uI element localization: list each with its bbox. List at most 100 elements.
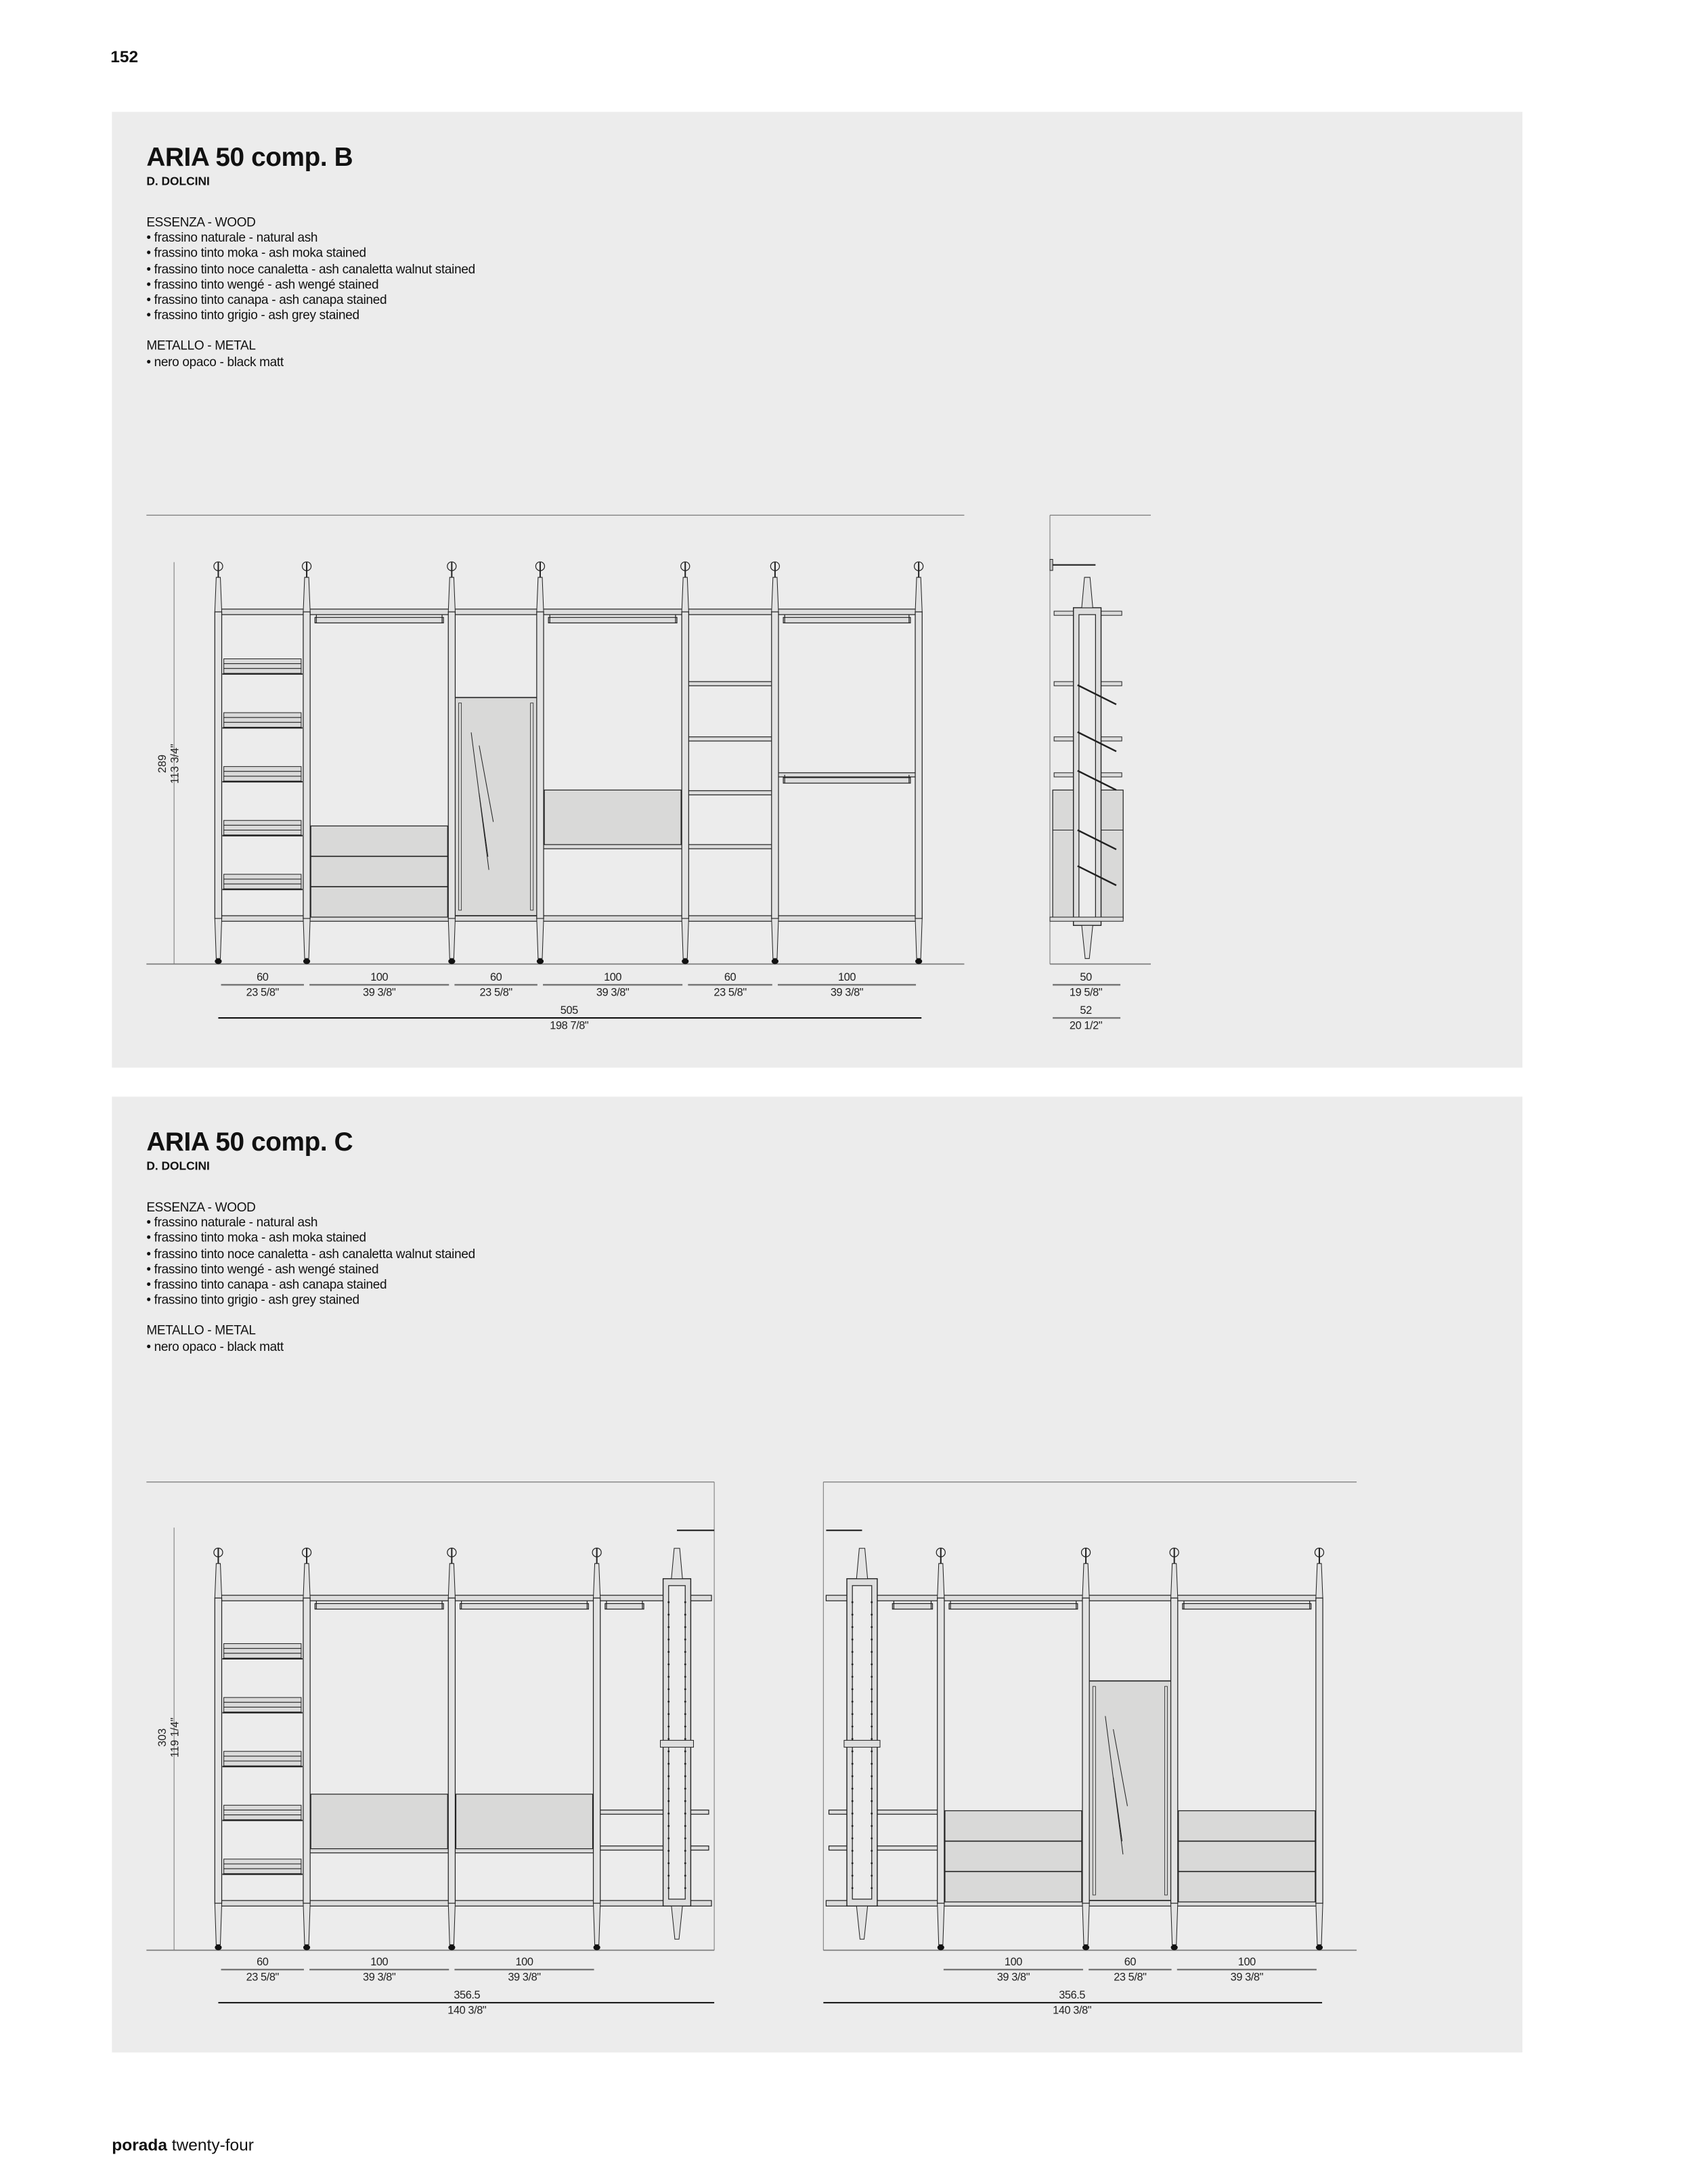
- shoe-shelf: [223, 1809, 302, 1816]
- upright-foot: [447, 1902, 456, 1945]
- upright-top: [771, 577, 779, 612]
- upright-top: [447, 1563, 456, 1599]
- ladder-hole: [851, 1601, 854, 1603]
- brand-name: porada: [112, 2135, 167, 2155]
- ladder-foot: [671, 1905, 683, 1940]
- shoe-shelf: [223, 1653, 302, 1659]
- ladder-hole: [684, 1725, 686, 1728]
- ladder-hole: [871, 1613, 873, 1616]
- wood-item: • frassino naturale - natural ash: [146, 1216, 318, 1230]
- ladder-hole: [684, 1825, 686, 1827]
- dimension-inch: 140 3/8": [447, 2004, 487, 2017]
- dimension-cm: 356.5: [1059, 1988, 1086, 2002]
- ladder-hole: [851, 1775, 854, 1777]
- ladder-hole: [684, 1874, 686, 1877]
- dimension-inch: 23 5/8": [1114, 1971, 1147, 1984]
- ladder-hole: [667, 1676, 670, 1678]
- upright-top: [915, 577, 923, 612]
- shoe-shelf: [223, 824, 302, 831]
- dimension-label: 60 23 5/8": [441, 971, 551, 999]
- ladder-hole: [851, 1800, 854, 1802]
- ladder-hole: [851, 1676, 854, 1678]
- wood-item: • frassino tinto wengé - ash wengé stain…: [146, 1262, 379, 1276]
- shoe-shelf: [223, 874, 302, 880]
- ladder-hole: [851, 1850, 854, 1852]
- ladder-hole: [851, 1787, 854, 1790]
- upright: [592, 1597, 601, 1904]
- rail: [217, 608, 307, 615]
- ladder-top: [856, 1548, 869, 1580]
- shoe-shelf: [223, 1648, 302, 1654]
- shelf: [599, 1809, 709, 1815]
- dimension-cm: 50: [1080, 971, 1092, 984]
- ladder-hole: [871, 1700, 873, 1703]
- upright: [771, 611, 779, 919]
- shoe-shelf: [223, 820, 302, 826]
- dimension-label: 52 20 1/2": [1030, 1004, 1141, 1032]
- shoe-shelf: [223, 717, 302, 723]
- mirror-door: [1088, 1680, 1172, 1901]
- ladder-hole: [667, 1762, 670, 1765]
- height-dimension-label: 303 119 1/4": [156, 1696, 181, 1779]
- upright-foot: [447, 918, 456, 959]
- dimension-inch: 20 1/2": [1069, 1019, 1103, 1032]
- rail: [1085, 1900, 1175, 1907]
- spec-list: ESSENZA - WOOD • frassino naturale - nat…: [146, 215, 475, 370]
- ladder-hole: [667, 1688, 670, 1691]
- ladder-hole: [851, 1874, 854, 1877]
- leveling-foot: [915, 958, 923, 964]
- shoe-shelf: [223, 830, 302, 836]
- dimension-cm: 303: [156, 1728, 169, 1747]
- shoe-shelf: [223, 1760, 302, 1766]
- dimension-inch: 39 3/8": [1230, 1971, 1264, 1984]
- ladder-hole: [684, 1887, 686, 1890]
- hanger-bar: [1077, 865, 1117, 887]
- panel-box: [310, 1793, 448, 1852]
- wall-plate: [1049, 559, 1053, 571]
- total-dimension-label: 505 198 7/8": [514, 1004, 624, 1032]
- dimension-inch: 39 3/8": [363, 986, 396, 999]
- hanging-rail: [783, 777, 911, 784]
- upright-top: [592, 1563, 601, 1599]
- ladder-hole: [851, 1750, 854, 1753]
- ladder-hole: [871, 1800, 873, 1802]
- ladder-hole: [871, 1787, 873, 1790]
- shoe-shelf: [223, 1706, 302, 1713]
- upright-top: [214, 577, 223, 612]
- wood-item: • frassino tinto noce canaletta - ash ca…: [146, 261, 475, 276]
- ladder-hole: [667, 1737, 670, 1740]
- ladder-hole: [871, 1725, 873, 1728]
- mirror-reflection: [1113, 1729, 1128, 1806]
- wood-item: • frassino tinto canapa - ash canapa sta…: [146, 292, 387, 307]
- leveling-foot: [1315, 1944, 1323, 1951]
- upright: [447, 611, 456, 919]
- hanging-rail: [948, 1603, 1078, 1610]
- shoe-shelf: [223, 1858, 302, 1865]
- dimension-inch: 113 3/4": [168, 744, 181, 784]
- upright: [447, 1597, 456, 1904]
- ladder-hole: [851, 1837, 854, 1840]
- wood-item: • frassino tinto moka - ash moka stained: [146, 1231, 366, 1245]
- ladder-hole: [667, 1639, 670, 1641]
- rail: [825, 1900, 942, 1907]
- ladder-hole: [684, 1775, 686, 1777]
- upright-top: [1315, 1563, 1323, 1599]
- ladder-hole: [684, 1787, 686, 1790]
- rail: [217, 1900, 307, 1907]
- dimension-inch: 39 3/8": [830, 986, 864, 999]
- upright-top: [303, 577, 311, 612]
- hanging-rail: [314, 1603, 444, 1610]
- door-handle: [458, 703, 462, 911]
- footer: porada twenty-four: [112, 2135, 254, 2155]
- metal-item: • nero opaco - black matt: [146, 1339, 284, 1354]
- rail: [217, 1595, 307, 1601]
- dimension-label: 100 39 3/8": [324, 971, 435, 999]
- dimension-inch: 198 7/8": [550, 1019, 589, 1032]
- upright-foot: [1082, 1902, 1090, 1945]
- rail: [451, 1900, 598, 1907]
- ladder-hole: [871, 1874, 873, 1877]
- ladder-hole: [851, 1663, 854, 1666]
- edition: twenty-four: [171, 2135, 254, 2155]
- rail: [306, 1900, 452, 1907]
